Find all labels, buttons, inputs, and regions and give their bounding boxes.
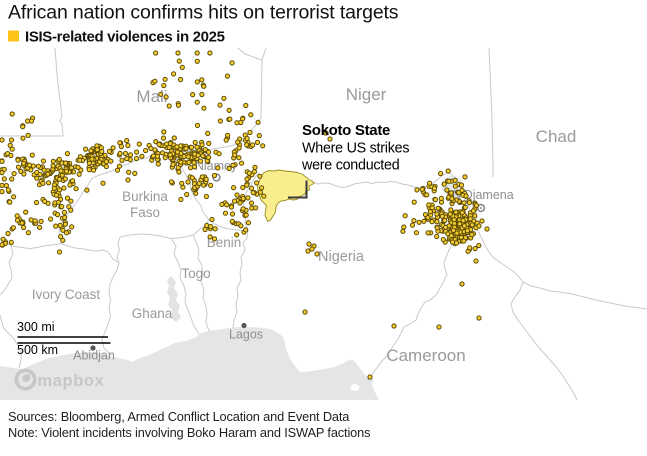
svg-text:mapbox: mapbox [38,372,105,390]
svg-text:Note: Violent incidents involv: Note: Violent incidents involving Boko H… [8,425,370,440]
svg-text:Togo: Togo [181,266,210,281]
svg-text:were conducted: were conducted [301,158,400,174]
svg-text:Niger: Niger [346,85,387,104]
svg-text:ISIS-related violences in 2025: ISIS-related violences in 2025 [25,29,225,46]
svg-text:Lagos: Lagos [229,328,263,342]
svg-text:500 km: 500 km [17,343,58,357]
svg-text:Ivory Coast: Ivory Coast [32,287,101,302]
svg-text:Faso: Faso [130,205,160,220]
svg-text:Where US strikes: Where US strikes [302,141,409,157]
svg-text:Ghana: Ghana [132,306,173,321]
svg-text:African nation confirms hits o: African nation confirms hits on terroris… [8,2,399,24]
svg-text:300 mi: 300 mi [17,320,55,334]
svg-text:Chad: Chad [536,127,577,146]
svg-text:Abidjan: Abidjan [73,349,115,363]
svg-text:N'Djamena: N'Djamena [452,188,513,202]
svg-text:Cameroon: Cameroon [386,346,465,365]
svg-text:Mali: Mali [136,87,167,106]
svg-text:Sources: Bloomberg, Armed Conf: Sources: Bloomberg, Armed Conflict Locat… [8,409,350,424]
svg-text:Nigeria: Nigeria [318,249,365,265]
svg-text:Sokoto State: Sokoto State [302,122,390,139]
svg-text:Burkina: Burkina [122,189,168,204]
